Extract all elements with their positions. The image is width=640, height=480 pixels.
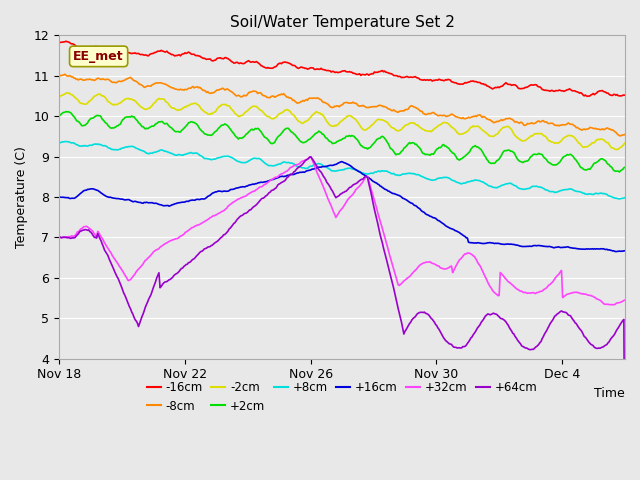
Title: Soil/Water Temperature Set 2: Soil/Water Temperature Set 2 (230, 15, 454, 30)
X-axis label: Time: Time (595, 387, 625, 400)
Y-axis label: Temperature (C): Temperature (C) (15, 146, 28, 248)
Text: EE_met: EE_met (74, 50, 124, 63)
Legend: -16cm, -8cm, -2cm, +2cm, +8cm, +16cm, +32cm, +64cm: -16cm, -8cm, -2cm, +2cm, +8cm, +16cm, +3… (142, 376, 542, 417)
